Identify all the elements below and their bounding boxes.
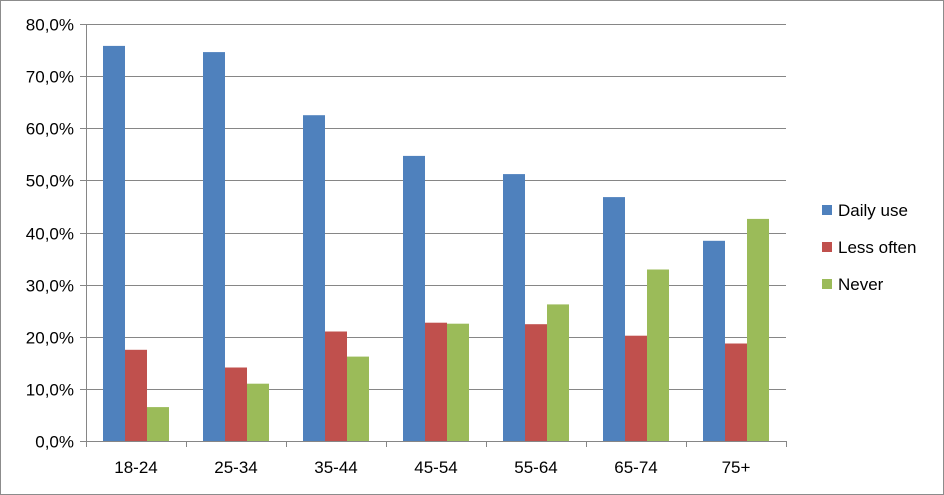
bar-daily-use-55-64 xyxy=(503,174,525,441)
bar-less-often-65-74 xyxy=(625,335,647,441)
x-tick-label: 25-34 xyxy=(214,458,257,477)
x-tick-label: 35-44 xyxy=(314,458,357,477)
bar-less-often-25-34 xyxy=(225,367,247,441)
bar-daily-use-25-34 xyxy=(203,52,225,441)
y-tick-label: 50,0% xyxy=(26,172,74,191)
x-tick-label: 18-24 xyxy=(114,458,157,477)
bar-never-65-74 xyxy=(647,269,669,441)
y-tick-label: 40,0% xyxy=(26,225,74,244)
legend-label: Daily use xyxy=(838,201,908,220)
bar-never-55-64 xyxy=(547,304,569,441)
y-tick-label: 70,0% xyxy=(26,68,74,87)
x-tick-labels: 18-24 25-34 35-44 45-54 55-64 65-74 75+ xyxy=(114,458,750,477)
legend-label: Less often xyxy=(838,238,916,257)
axes xyxy=(80,24,787,447)
y-tick-label: 20,0% xyxy=(26,329,74,348)
bar-daily-use-65-74 xyxy=(603,197,625,441)
y-tick-label: 30,0% xyxy=(26,277,74,296)
x-tick-label: 55-64 xyxy=(514,458,557,477)
legend-swatch xyxy=(822,279,832,289)
bar-daily-use-75+ xyxy=(703,240,725,441)
legend-label: Never xyxy=(838,275,884,294)
legend: Daily use Less often Never xyxy=(822,201,916,294)
y-tick-label: 80,0% xyxy=(26,16,74,35)
x-tick-label: 65-74 xyxy=(614,458,657,477)
bar-never-25-34 xyxy=(247,383,269,441)
legend-swatch xyxy=(822,242,832,252)
bar-never-45-54 xyxy=(447,323,469,441)
x-tick-label: 45-54 xyxy=(414,458,457,477)
bar-less-often-18-24 xyxy=(125,349,147,441)
bar-never-35-44 xyxy=(347,356,369,441)
bar-never-75+ xyxy=(747,218,769,441)
bar-daily-use-35-44 xyxy=(303,115,325,441)
legend-swatch xyxy=(822,205,832,215)
bar-daily-use-45-54 xyxy=(403,155,425,441)
y-tick-labels: 0,0% 10,0% 20,0% 30,0% 40,0% 50,0% 60,0% 70,0% 8… xyxy=(26,16,74,452)
bars xyxy=(103,45,769,442)
bar-less-often-35-44 xyxy=(325,331,347,441)
gridlines xyxy=(86,24,786,390)
bar-never-18-24 xyxy=(147,407,169,441)
y-tick-label: 60,0% xyxy=(26,120,74,139)
y-tick-label: 0,0% xyxy=(35,433,74,452)
bar-less-often-75+ xyxy=(725,343,747,441)
bar-less-often-45-54 xyxy=(425,322,447,441)
bar-less-often-55-64 xyxy=(525,324,547,441)
x-tick-label: 75+ xyxy=(722,458,751,477)
bar-daily-use-18-24 xyxy=(103,45,125,442)
y-tick-label: 10,0% xyxy=(26,381,74,400)
